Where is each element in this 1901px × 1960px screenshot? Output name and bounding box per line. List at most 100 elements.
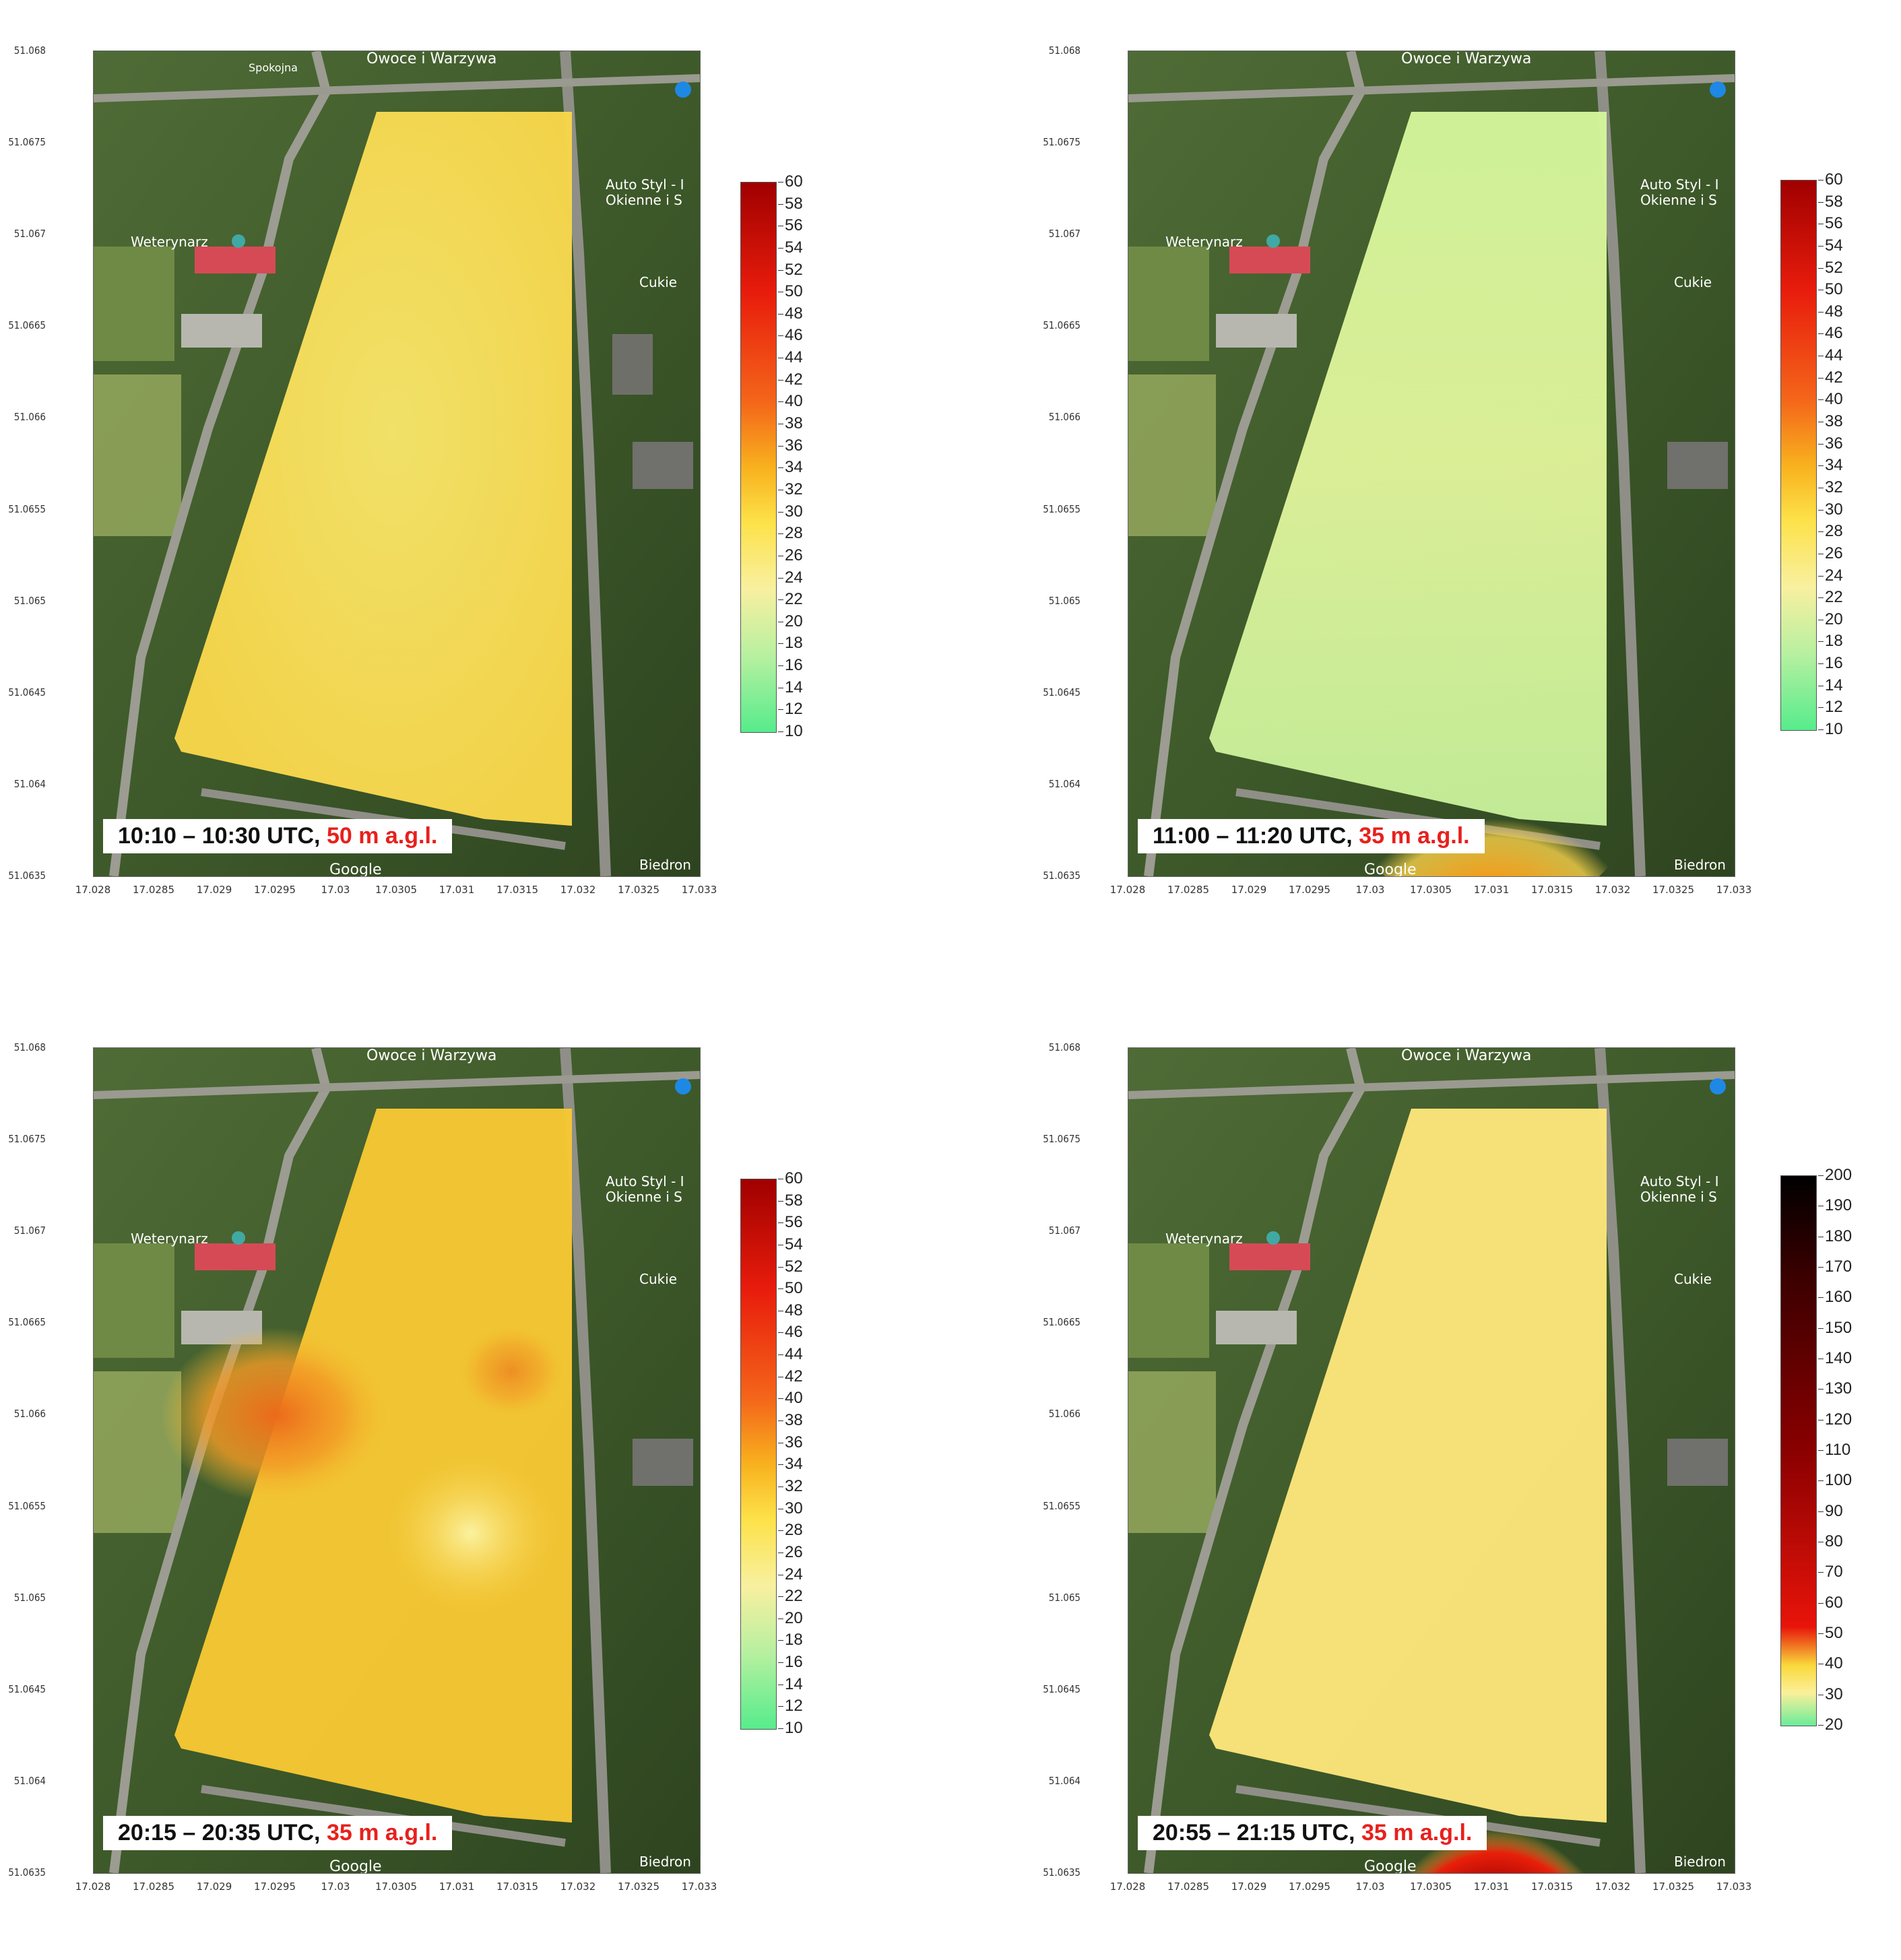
colorbar-tick-label: 12 <box>778 700 803 719</box>
colorbar-tick-label: 28 <box>778 1521 803 1540</box>
x-tick-label: 17.0285 <box>1167 1881 1210 1893</box>
colorbar-tick-label: 26 <box>1818 544 1843 562</box>
x-tick-label: 17.0295 <box>1288 884 1331 896</box>
label-biedronka: Biedron <box>1674 857 1726 873</box>
y-tick-label: 51.0655 <box>8 1499 46 1512</box>
colorbar-tick-label: 80 <box>1818 1532 1843 1550</box>
colorbar-tick-label: 50 <box>1818 280 1843 299</box>
y-tick-label: 51.064 <box>1048 1774 1081 1787</box>
map-4: Owoce i Warzywa Weterynarz Auto Styl - I… <box>1128 1047 1735 1874</box>
colorbar-tick-label: 24 <box>778 1565 803 1583</box>
colorbar-tick-label: 22 <box>778 1587 803 1606</box>
colorbar-tick-label: 28 <box>778 524 803 543</box>
colorbar-tick-label: 38 <box>1818 412 1843 431</box>
label-biedronka: Biedron <box>639 1854 691 1870</box>
colorbar-tick-label: 20 <box>778 612 803 630</box>
x-tick-label: 17.032 <box>1594 884 1631 896</box>
x-tick-label: 17.0315 <box>1531 884 1574 896</box>
colorbar-tick-label: 60 <box>1818 170 1843 189</box>
label-google: Google <box>329 1858 382 1873</box>
x-tick-label: 17.031 <box>1473 1881 1510 1893</box>
colorbar-tick-label: 22 <box>1818 588 1843 607</box>
y-tick-label: 51.0675 <box>1043 1133 1081 1146</box>
colorbar-tick-label: 20 <box>1818 1716 1843 1734</box>
x-tick-label: 17.0305 <box>375 1881 418 1893</box>
label-cukier: Cukie <box>639 274 677 290</box>
label-top-shop: Owoce i Warzywa <box>366 51 496 67</box>
colorbar-tick-label: 50 <box>778 1279 803 1298</box>
label-google: Google <box>329 861 382 876</box>
colorbar-tick-label: 20 <box>1818 610 1843 628</box>
colorbar-tick-label: 12 <box>778 1697 803 1716</box>
colorbar-tick-label: 150 <box>1817 1318 1852 1337</box>
map-2-svg: Owoce i Warzywa Weterynarz Auto Styl - I… <box>1128 51 1735 876</box>
y-tick-label: 51.0675 <box>1043 136 1081 149</box>
label-top-shop: Owoce i Warzywa <box>1401 1048 1531 1064</box>
label-cukier: Cukie <box>1674 1271 1712 1287</box>
colorbar-tick-label: 160 <box>1817 1288 1852 1307</box>
y-tick-label: 51.0645 <box>8 686 46 698</box>
colorbar-tick-label: 14 <box>1818 676 1843 694</box>
label-okienne: Okienne i S <box>1640 1189 1717 1205</box>
y-tick-label: 51.064 <box>13 1774 46 1787</box>
y-tick-label: 51.0635 <box>1043 1866 1081 1879</box>
vet-pin-icon <box>1266 1231 1280 1245</box>
shop-pin-icon <box>1710 1078 1726 1095</box>
colorbar-tick-label: 56 <box>778 1213 803 1232</box>
x-tick-label: 17.03 <box>1355 884 1385 896</box>
colorbar-tick-label: 14 <box>778 1674 803 1693</box>
colorbar-tick-label: 140 <box>1817 1349 1852 1367</box>
label-biedronka: Biedron <box>1674 1854 1726 1870</box>
y-tick-label: 51.067 <box>1048 1224 1081 1237</box>
y-tick-label: 51.0645 <box>8 1683 46 1695</box>
y-tick-label: 51.068 <box>13 1041 46 1053</box>
colorbar-tick-label: 42 <box>778 370 803 389</box>
colorbar-tick-label: 32 <box>778 480 803 498</box>
y-tick-label: 51.0655 <box>1043 502 1081 515</box>
panel-1: Owoce i Warzywa Spokojna Weterynarz Auto… <box>0 0 950 980</box>
x-tick-label: 17.0325 <box>1652 1881 1695 1893</box>
colorbar-tick-label: 32 <box>1818 478 1843 496</box>
label-auto-styl: Auto Styl - I <box>1640 1173 1719 1189</box>
colorbar-tick-label: 36 <box>778 1433 803 1451</box>
colorbar-tick-label: 180 <box>1817 1227 1852 1245</box>
colorbar-tick-label: 18 <box>1818 632 1843 651</box>
colorbar-tick-label: 38 <box>778 1411 803 1430</box>
x-tick-label: 17.0325 <box>617 1881 660 1893</box>
y-tick-label: 51.068 <box>1048 1041 1081 1053</box>
colorbar-tick-label: 42 <box>1818 368 1843 387</box>
colorbar-tick-label: 20 <box>778 1608 803 1627</box>
colorbar-4 <box>1780 1175 1817 1726</box>
colorbar-tick-label: 38 <box>778 414 803 433</box>
x-tick-label: 17.033 <box>1716 884 1752 896</box>
x-tick-label: 17.033 <box>1716 1881 1752 1893</box>
label-top-shop: Owoce i Warzywa <box>1401 51 1531 67</box>
colorbar-tick-label: 54 <box>778 238 803 257</box>
colorbar-tick-label: 32 <box>778 1476 803 1495</box>
y-tick-label: 51.0655 <box>8 502 46 515</box>
x-tick-label: 17.032 <box>560 884 596 896</box>
colorbar-tick-label: 120 <box>1817 1410 1852 1429</box>
vet-pin-icon <box>1266 234 1280 248</box>
x-tick-label: 17.029 <box>196 1881 232 1893</box>
label-top-shop: Owoce i Warzywa <box>366 1048 496 1064</box>
colorbar-3 <box>740 1179 777 1730</box>
map-3: Owoce i Warzywa Weterynarz Auto Styl - I… <box>93 1047 701 1874</box>
colorbar-tick-label: 52 <box>1818 258 1843 277</box>
colorbar-tick-label: 40 <box>1818 390 1843 409</box>
caption-time: 11:00 – 11:20 UTC, <box>1153 823 1353 849</box>
shop-pin-icon <box>675 1078 691 1095</box>
panel-2: Owoce i Warzywa Weterynarz Auto Styl - I… <box>950 0 1901 980</box>
panel-3: Owoce i Warzywa Weterynarz Auto Styl - I… <box>0 980 950 1960</box>
x-tick-label: 17.028 <box>1109 884 1146 896</box>
colorbar-tick-label: 52 <box>778 260 803 279</box>
x-tick-label: 17.0325 <box>617 884 660 896</box>
caption-1: 10:10 – 10:30 UTC, 50 m a.g.l. <box>103 819 453 853</box>
y-tick-label: 51.0635 <box>8 1866 46 1879</box>
x-tick-label: 17.0315 <box>1531 1881 1574 1893</box>
caption-altitude: 35 m a.g.l. <box>1361 1820 1473 1845</box>
colorbar-tick-label: 10 <box>778 1719 803 1737</box>
colorbar-tick-label: 26 <box>778 1542 803 1561</box>
colorbar-tick-label: 54 <box>778 1235 803 1253</box>
label-weterynarz: Weterynarz <box>1165 1231 1243 1247</box>
